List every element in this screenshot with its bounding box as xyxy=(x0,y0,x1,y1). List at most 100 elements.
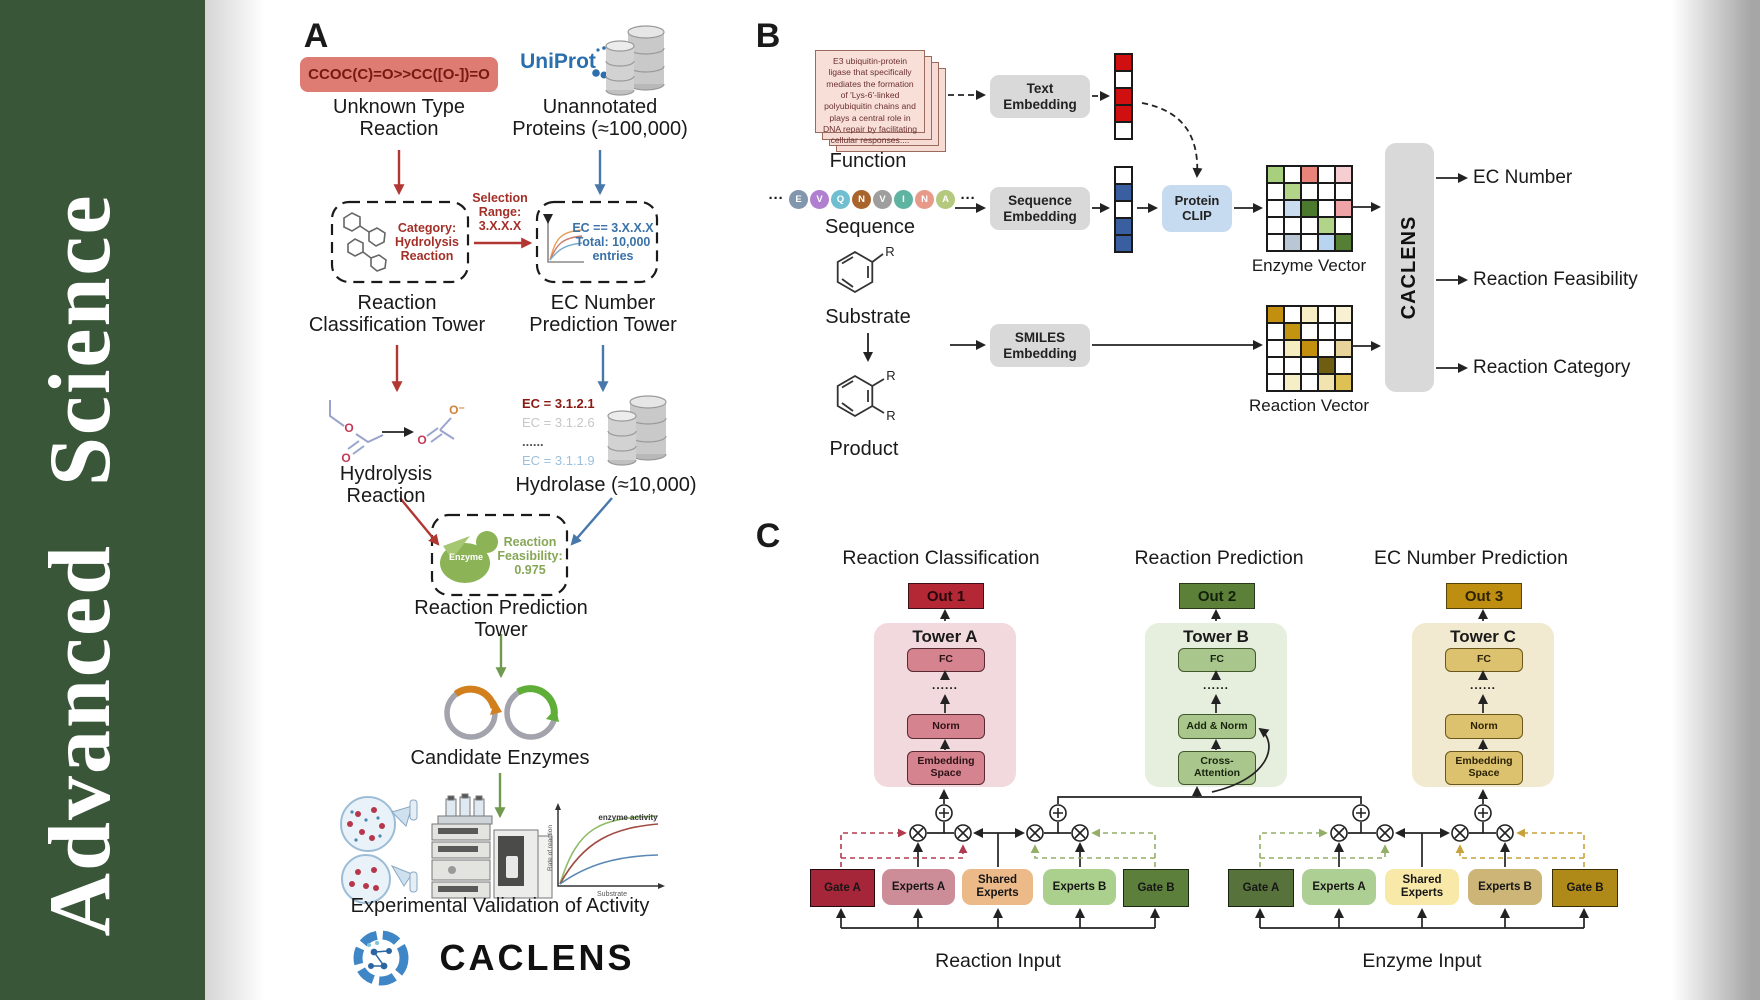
plot-annotation: enzyme activity xyxy=(598,813,658,822)
residue-A: A xyxy=(936,190,955,209)
activity-plot: enzyme activity Rate of reaction Substra… xyxy=(547,803,665,898)
sequence-embedding-box: Sequence Embedding xyxy=(990,187,1090,230)
header-reaction-classification: Reaction Classification xyxy=(842,547,1040,570)
residue-V: V xyxy=(873,190,892,209)
experimental-validation-label: Experimental Validation of Activity xyxy=(350,894,650,917)
vector-cell xyxy=(1336,218,1351,233)
reaction-vector-label: Reaction Vector xyxy=(1248,396,1369,416)
unannotated-proteins-label: Unannotated Proteins (≈100,000) xyxy=(512,95,688,140)
out2-box: Out 2 xyxy=(1179,583,1255,609)
smiles-embedding-box: SMILES Embedding xyxy=(990,324,1090,367)
vector-cell xyxy=(1302,307,1317,322)
vector-cell xyxy=(1336,184,1351,199)
reaction-experts-a-box: Experts A xyxy=(882,869,955,905)
vector-cell xyxy=(1319,358,1334,373)
vector-cell xyxy=(1302,324,1317,339)
hydrolysis-reaction-label: Hydrolysis Reaction xyxy=(339,462,433,507)
vector-cell xyxy=(1268,375,1283,390)
reaction-gate-a-box: Gate A xyxy=(810,869,875,907)
sequence-embedding-vector xyxy=(1114,166,1133,253)
vector-cell xyxy=(1116,185,1131,200)
enzyme-shared-experts-box: Shared Experts xyxy=(1385,869,1459,905)
enzyme-input-label: Enzyme Input xyxy=(1362,950,1482,973)
panel-a-label: A xyxy=(303,16,329,55)
vector-cell xyxy=(1285,341,1300,356)
vector-cell xyxy=(1319,324,1334,339)
sequence-ellipsis-right: ··· xyxy=(960,189,976,207)
vector-cell xyxy=(1336,324,1351,339)
oxygen-atom: O xyxy=(344,421,353,435)
ec-entry: EC = 3.1.2.6 xyxy=(522,415,595,430)
vector-cell xyxy=(1285,307,1300,322)
ec-number-prediction-tower-label: EC Number Prediction Tower xyxy=(529,291,677,336)
tower-b-cross-attention: Cross- Attention xyxy=(1178,751,1256,785)
vector-cell xyxy=(1319,307,1334,322)
vector-cell xyxy=(1116,72,1131,87)
residue-E: E xyxy=(789,190,808,209)
uniprot-logo-text: UniProt xyxy=(520,50,596,74)
ester-molecule xyxy=(329,400,384,455)
panel-b-label: B xyxy=(755,16,781,55)
r-group-label: R xyxy=(885,244,894,259)
reaction-gate-b-box: Gate B xyxy=(1123,869,1189,907)
vector-cell xyxy=(1268,235,1283,250)
tower-c-title: Tower C xyxy=(1450,627,1516,647)
vector-cell xyxy=(1116,106,1131,121)
residue-V: V xyxy=(810,190,829,209)
panel-a-arrows xyxy=(382,150,613,819)
ec-selection-dashed-box xyxy=(535,200,659,284)
vector-cell xyxy=(1116,219,1131,234)
vector-cell xyxy=(1319,218,1334,233)
output-reaction-feasibility: Reaction Feasibility xyxy=(1473,269,1638,291)
vector-cell xyxy=(1336,375,1351,390)
vector-cell xyxy=(1268,307,1283,322)
vector-cell xyxy=(1302,235,1317,250)
vector-cell xyxy=(1336,307,1351,322)
vector-cell xyxy=(1268,167,1283,182)
function-card: E3 ubiquitin-protein ligase that specifi… xyxy=(815,50,925,145)
plot-xlabel: Substrate xyxy=(597,891,627,898)
benzene-substrate xyxy=(836,250,884,294)
residue-N: N xyxy=(915,190,934,209)
vector-cell xyxy=(1116,236,1131,251)
reaction-vector-matrix xyxy=(1266,305,1353,392)
reaction-experts-b-box: Experts B xyxy=(1043,869,1116,905)
vector-cell xyxy=(1268,358,1283,373)
vector-cell xyxy=(1336,167,1351,182)
caclens-module-label: CACLENS xyxy=(1398,215,1420,320)
tower-a-fc: FC xyxy=(907,648,985,672)
output-reaction-category: Reaction Category xyxy=(1473,357,1631,379)
reaction-prediction-tower-label: Reaction Prediction Tower xyxy=(414,596,588,641)
vector-cell xyxy=(1285,324,1300,339)
database-icon xyxy=(607,395,667,466)
tower-c-norm: Norm xyxy=(1445,714,1523,739)
ec-number-list: EC = 3.1.2.1 EC = 3.1.2.6...... EC = 3.1.1… xyxy=(522,394,595,470)
substrate-label: Substrate xyxy=(825,305,911,328)
ec-total-label: EC == 3.X.X.X Total: 10,000 entries xyxy=(572,221,654,263)
residue-N: N xyxy=(852,190,871,209)
vector-cell xyxy=(1268,324,1283,339)
plasmid-icons xyxy=(444,685,559,740)
panel-b-arrows xyxy=(863,90,1468,373)
panel-c-label: C xyxy=(755,516,781,555)
function-label: Function xyxy=(829,149,907,172)
out1-box: Out 1 xyxy=(908,583,984,609)
oxygen-atom: O xyxy=(341,451,350,465)
r-group-label: R xyxy=(886,408,895,423)
page-gutter-shadow xyxy=(205,0,265,1000)
vector-cell xyxy=(1319,201,1334,216)
vector-cell xyxy=(1302,358,1317,373)
vector-cell xyxy=(1285,184,1300,199)
vector-cell xyxy=(1319,184,1334,199)
reaction-classification-tower-label: Reaction Classification Tower xyxy=(308,291,486,336)
oxygen-minus-atom: O⁻ xyxy=(449,403,465,417)
text-embedding-vector xyxy=(1114,53,1133,140)
text-embedding-box: Text Embedding xyxy=(990,75,1090,118)
vector-cell xyxy=(1302,341,1317,356)
vector-cell xyxy=(1268,218,1283,233)
reaction-shared-experts-box: Shared Experts xyxy=(962,869,1033,905)
vector-cell xyxy=(1336,358,1351,373)
enzyme-vector-label: Enzyme Vector xyxy=(1251,256,1367,276)
enzyme-experts-a-box: Experts A xyxy=(1302,869,1376,905)
